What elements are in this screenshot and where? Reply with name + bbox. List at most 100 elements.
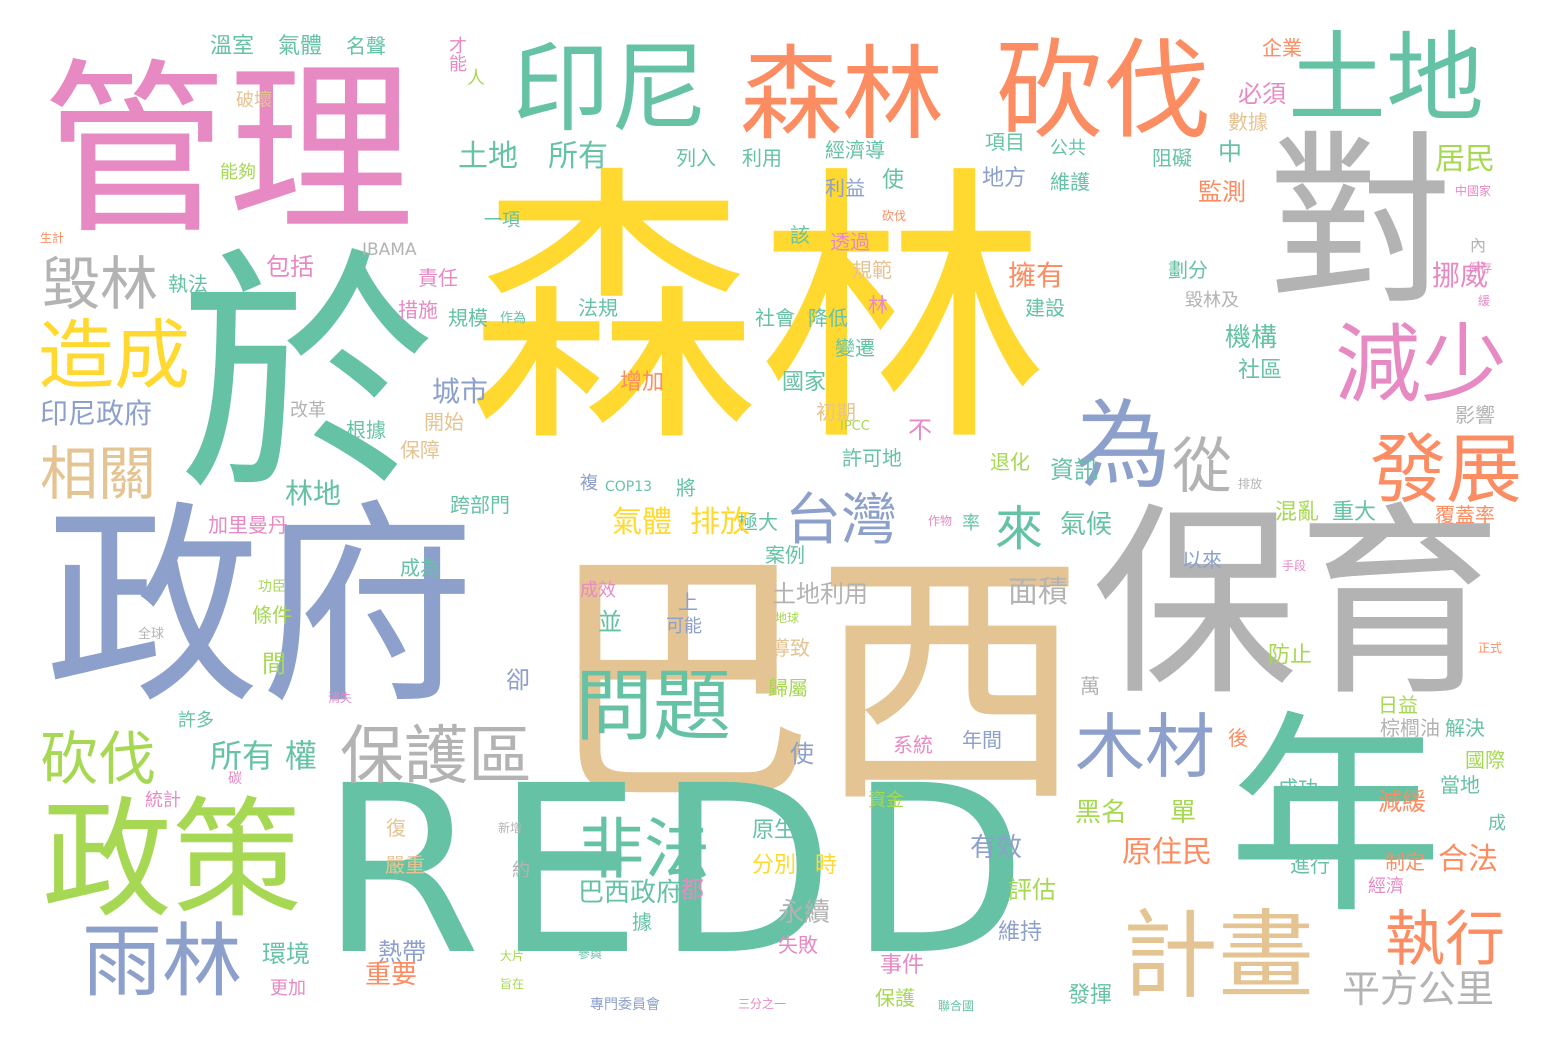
word-canyu: 參與	[578, 947, 603, 961]
word-fazhan: 發展	[1370, 425, 1522, 514]
word-paifang-2: 排放	[1238, 477, 1263, 491]
word-nianjian: 年間	[962, 728, 1002, 752]
word-weichi: 維持	[998, 920, 1043, 945]
word-jiejue: 解決	[1445, 716, 1485, 740]
word-pingfanggongli: 平方公里	[1342, 967, 1495, 1011]
word-tudiliyong: 土地利用	[772, 580, 868, 608]
word-jiang: 將	[676, 476, 696, 500]
word-yulin: 雨林	[82, 915, 242, 1008]
word-liyi: 利益	[825, 176, 865, 200]
word-lai: 來	[995, 501, 1044, 557]
word-zhong: 中	[1218, 138, 1242, 166]
word-shuju: 數據	[1228, 110, 1268, 134]
word-cop13: COP13	[605, 479, 653, 495]
word-jingjidao: 經濟導	[825, 138, 885, 162]
word-yinnizhengfu: 印尼政府	[40, 397, 153, 430]
word-huafen: 劃分	[1168, 258, 1208, 282]
word-kanfa-1: 砍伐	[995, 29, 1212, 154]
word-lindi: 林地	[285, 477, 342, 510]
word-ren: 人	[467, 68, 485, 89]
word-baohu: 保護	[875, 986, 915, 1010]
word-dapian: 大片	[500, 949, 525, 963]
word-zuowei: 作為	[500, 311, 527, 326]
word-suoyou-2: 所有	[210, 737, 275, 775]
word-redai: 熱帶	[378, 938, 426, 966]
word-feifa: 非法	[578, 811, 710, 888]
word-tiaojian: 條件	[252, 603, 292, 627]
word-kuabumen: 跨部門	[450, 493, 510, 517]
word-yingxiang: 影響	[1455, 403, 1495, 427]
word-zonglvyou: 棕櫚油	[1380, 716, 1440, 740]
word-tongji: 統計	[145, 790, 181, 811]
word-suoyou-1: 所有	[548, 139, 608, 174]
word-fahui: 發揮	[1068, 983, 1113, 1008]
word-qihou: 氣候	[1060, 510, 1113, 540]
word-jida: 極大	[738, 510, 778, 534]
word-zhengce: 政策	[42, 784, 303, 936]
word-jingji: 經濟	[1368, 876, 1404, 897]
word-huan: 緩	[1478, 294, 1491, 308]
word-hunluan: 混亂	[1275, 500, 1320, 525]
word-sanfenzhiyi: 三分之一	[738, 997, 787, 1011]
word-chuqi: 初期	[816, 400, 856, 424]
word-shibai: 失敗	[778, 933, 818, 957]
word-cuoshi: 措施	[398, 298, 438, 322]
word-baoyu: 保育	[1092, 486, 1502, 724]
word-qiye: 企業	[1262, 36, 1302, 60]
word-yongyou: 擁有	[1008, 259, 1065, 292]
word-mucai: 木材	[1075, 706, 1215, 788]
word-nian: 年	[1228, 692, 1443, 943]
word-zaocheng: 造成	[38, 311, 190, 400]
word-shi-time: 時	[815, 853, 838, 878]
word-tougua: 透過	[830, 230, 870, 254]
word-que: 卻	[506, 666, 530, 694]
word-jian: 間	[262, 650, 286, 678]
word-shouduan: 手段	[1282, 559, 1307, 573]
word-jiance: 監測	[1198, 178, 1246, 206]
word-huilin: 毀林	[42, 250, 159, 318]
word-ibama: IBAMA	[362, 240, 417, 260]
word-baocun: 保存	[1468, 261, 1493, 275]
word-weihu: 維護	[1050, 170, 1090, 194]
word-zhizai: 旨在	[500, 977, 525, 991]
word-shequ: 社區	[1238, 358, 1283, 383]
word-gaige: 改革	[290, 400, 326, 421]
word-cheng: 成	[1488, 813, 1506, 834]
word-guanli: 管理	[42, 42, 415, 259]
word-qiti-2: 氣體	[612, 505, 672, 540]
word-xinzeng: 新增	[498, 821, 523, 835]
word-lv: 率	[962, 513, 980, 534]
word-xiangmu: 項目	[985, 130, 1025, 154]
word-nenggou: 能夠	[220, 162, 256, 183]
word-baokuo: 包括	[266, 253, 314, 281]
word-guojia: 國家	[782, 370, 827, 395]
word-pinggu: 評估	[1008, 876, 1056, 904]
word-zhixing: 執行	[1385, 905, 1505, 975]
word-yuanzhumin: 原住民	[1122, 835, 1212, 870]
word-senlin-2: 森林	[740, 36, 944, 155]
word-yue: 約	[512, 860, 530, 881]
word-fangzhi: 防止	[1268, 643, 1313, 668]
word-jianhuan: 減緩	[1378, 788, 1426, 816]
word-baxi: 巴西	[545, 525, 1085, 840]
word-gengjia: 更加	[270, 978, 306, 999]
word-zhifa: 執法	[168, 272, 208, 296]
word-dan: 單	[1170, 798, 1197, 828]
word-zhongyao: 重要	[365, 960, 418, 990]
word-xukedi: 許可地	[842, 446, 902, 470]
word-shi-2: 使	[790, 740, 814, 768]
word-zhongda: 重大	[1332, 500, 1377, 525]
word-lieru: 列入	[676, 146, 716, 170]
word-zhongguojia: 中國家	[1455, 184, 1492, 198]
word-yixiang: 一項	[484, 210, 520, 231]
word-fu: 復	[386, 816, 406, 840]
word-zengjia: 增加	[620, 370, 665, 395]
word-jianshao: 減少	[1335, 315, 1507, 415]
word-dui: 對	[1268, 114, 1453, 330]
word-paifang-1: 排放	[690, 505, 750, 540]
word-fugailv: 覆蓋率	[1435, 503, 1495, 527]
word-yanzhong: 嚴重	[385, 853, 425, 877]
word-zhengfu: 政府	[45, 482, 475, 733]
word-nei: 內	[1470, 236, 1487, 255]
word-yu: 於	[178, 227, 436, 527]
